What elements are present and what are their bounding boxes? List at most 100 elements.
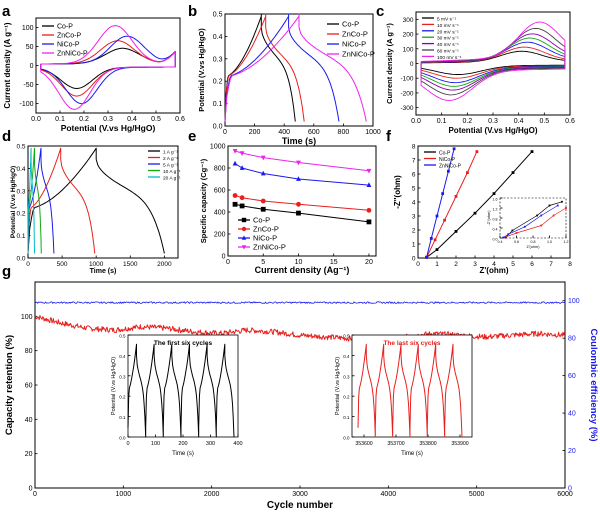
y-axis-label: -Z''(ohm) (393, 175, 402, 209)
x-axis-label: Cycle number (267, 500, 333, 511)
y-axis-label: Current density (A g⁻¹) (3, 22, 12, 108)
marker-square (447, 169, 450, 173)
y-tick-label: 0.5 (119, 334, 126, 339)
y-tick-label: 0 (30, 63, 34, 70)
marker-square (441, 192, 445, 195)
marker-square (502, 236, 505, 239)
marker-down-triangle (239, 151, 245, 156)
x-tick-label: 1.2 (564, 240, 569, 244)
legend-label: ZnNiCo-P (439, 164, 462, 170)
marker-down-triangle (366, 168, 372, 174)
y-tick-label: 0.3 (119, 374, 126, 379)
legend-label: 100 mV s⁻¹ (437, 55, 462, 61)
x-tick-label: 1 (435, 261, 439, 268)
x-tick-label: 353700 (387, 441, 404, 447)
x-tick-label: 2000 (157, 261, 172, 268)
y-tick-label: 0 (410, 61, 414, 68)
y-tick-label: 600 (214, 188, 226, 195)
panel-label: g (2, 263, 11, 280)
marker-square (433, 238, 437, 242)
y-axis-label: Capacity retention (%) (4, 335, 15, 435)
x-tick-label: 0.1 (55, 116, 65, 123)
legend-label: ZnCo-P (342, 30, 368, 39)
marker-square (466, 171, 469, 174)
legend-label: Co-P (253, 216, 270, 225)
gcd-curve (27, 147, 55, 254)
y-tick-label: 2 (412, 228, 416, 235)
y-tick-label: 300 (403, 17, 414, 24)
marker-square (454, 230, 458, 233)
marker-circle (296, 201, 301, 207)
y-axis-label: Specific capacity (Cg⁻¹) (199, 158, 208, 243)
y-tick-label: 0.4 (16, 166, 25, 173)
x-tick-label: 200 (178, 441, 187, 447)
y-tick-label: 0.0 (493, 238, 498, 242)
gcd-curve (224, 13, 296, 122)
cv-curve (40, 25, 176, 110)
marker-square (511, 229, 514, 232)
y-tick-label: 0.1 (16, 233, 25, 240)
marker-square (473, 211, 477, 215)
panel-a: 0.0 0.1 0.2 0.3 0.4 0.5 0.6 -100 -50 0 50 100 Co-P Zn… (2, 3, 185, 133)
x-tick-label: 0.4 (498, 240, 503, 244)
y-tick-label: 4 (412, 200, 416, 207)
legend-label: 30 mV s⁻¹ (437, 36, 459, 42)
y2-tick-label: 40 (568, 411, 576, 418)
legend-label: 2 A g⁻¹ (163, 156, 178, 162)
x-tick-label: 400 (233, 441, 242, 447)
marker-square (454, 195, 458, 198)
cycling-inset: 0.0 0.1 0.2 0.3 0.4 0.5 0 100 200 300 400 The first… (111, 334, 243, 458)
x-tick-label: 0.2 (79, 116, 89, 123)
legend-label: ZnNiCo-P (253, 243, 286, 252)
x-tick-label: 0 (226, 259, 230, 266)
y-tick-label: 1.2 (493, 208, 498, 212)
marker-square (492, 192, 496, 195)
y-tick-label: 0.3 (343, 374, 350, 379)
nyquist-line (426, 148, 455, 258)
x-tick-label: 400 (278, 129, 290, 136)
x-axis-label: Potential (V.vs Hg/HgO) (61, 123, 156, 133)
y-tick-label: 100 (22, 25, 34, 32)
y-tick-label: 80 (25, 348, 33, 355)
marker-circle (239, 195, 245, 201)
y2-tick-label: 100 (568, 298, 580, 305)
y-tick-label: 0.4 (343, 354, 350, 359)
legend-label: Co-P (439, 151, 451, 157)
inset-gcd-line (357, 343, 463, 438)
panel-e: 0 5 10 15 2002004006008001000Co-PZnCo-PNiCo-… (188, 128, 377, 275)
nyquist-line (426, 151, 478, 258)
legend-label: NiCo-P (253, 234, 277, 243)
y-tick-label: 1000 (210, 144, 226, 151)
marker-circle (232, 193, 238, 198)
marker-square (540, 214, 543, 217)
x-tick-label: 0.5 (151, 116, 161, 123)
y-tick-label: 0.2 (119, 395, 126, 400)
x-tick-label: 0 (416, 261, 420, 268)
marker-down-triangle (260, 155, 266, 161)
legend-label: 20 mV s⁻¹ (437, 29, 459, 35)
x-tick-label: 353800 (419, 441, 436, 447)
inset-x-label: Time (s) (401, 451, 423, 457)
y-tick-label: 0.8 (493, 218, 498, 222)
x-tick-label: 3 (473, 261, 477, 268)
marker-square (504, 236, 507, 239)
inset-title: The last six cycles (383, 340, 440, 347)
plot-frame (227, 145, 377, 257)
marker-triangle (241, 235, 247, 240)
legend-label: ZnCo-P (253, 225, 279, 234)
legend-label: NiCo-P (439, 157, 456, 163)
x-tick-label: 1000 (89, 261, 104, 268)
legend-label: 20 A g⁻¹ (163, 176, 181, 182)
y-tick-label: 50 (26, 44, 34, 51)
x-tick-label: 500 (57, 261, 68, 268)
x-tick-label: 0 (26, 261, 30, 268)
y-tick-label: 0.4 (493, 228, 498, 232)
x-tick-label: 8 (568, 261, 572, 268)
x-tick-label: 300 (206, 441, 215, 447)
y-tick-label: 200 (403, 32, 414, 39)
panel-g: 0 1000 2000 3000 4000 5000 6000020406080100020… (2, 263, 599, 511)
x-tick-label: 5 (261, 259, 265, 266)
x-tick-label: 4000 (381, 491, 397, 498)
capacity-line (234, 163, 370, 186)
